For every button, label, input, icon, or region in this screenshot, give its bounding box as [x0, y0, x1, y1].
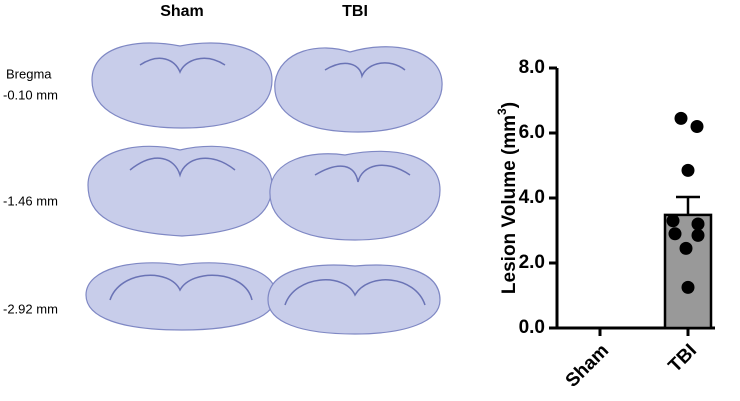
- row-label: Bregma: [6, 66, 52, 81]
- y-tick-label: 4.0: [519, 187, 545, 208]
- data-point: [681, 163, 695, 177]
- data-point: [679, 241, 693, 255]
- y-tick-label: 8.0: [519, 57, 545, 78]
- x-tick-label: Sham: [562, 340, 613, 391]
- y-tick-label: 2.0: [519, 252, 545, 273]
- data-point: [690, 120, 704, 133]
- data-point: [691, 228, 705, 242]
- y-axis-label-text: Lesion Volume (mm: [499, 115, 520, 294]
- data-point: [681, 280, 695, 294]
- y-axis-label-text: ): [499, 102, 520, 108]
- brain-detail: [284, 279, 426, 306]
- data-point: [674, 111, 688, 125]
- column-header: TBI: [342, 3, 368, 20]
- brain-section: [267, 264, 441, 335]
- brain-section: [85, 262, 277, 331]
- data-point: [691, 217, 705, 231]
- data-point: [666, 214, 680, 228]
- data-point: [668, 227, 682, 241]
- brain-detail: [324, 62, 406, 79]
- y-axis-label-superscript: 3: [495, 108, 509, 115]
- x-tick-label: TBI: [665, 340, 701, 376]
- column-header: Sham: [160, 3, 204, 20]
- brain-section: [87, 145, 273, 237]
- row-label: -0.10 mm: [3, 87, 58, 102]
- brain-section: [269, 150, 441, 241]
- y-axis-label: Lesion Volume (mm3): [495, 102, 520, 294]
- y-tick-label: 0.0: [519, 317, 545, 338]
- brain-section: [274, 46, 443, 133]
- row-label: -1.46 mm: [3, 193, 58, 208]
- y-tick-label: 6.0: [519, 122, 545, 143]
- brain-detail: [314, 164, 411, 183]
- row-label: -2.92 mm: [3, 301, 58, 316]
- brain-detail: [109, 274, 253, 301]
- brain-detail: [139, 57, 226, 74]
- brain-section: [91, 42, 273, 129]
- brain-sections: [85, 42, 443, 335]
- brain-detail: [129, 157, 236, 178]
